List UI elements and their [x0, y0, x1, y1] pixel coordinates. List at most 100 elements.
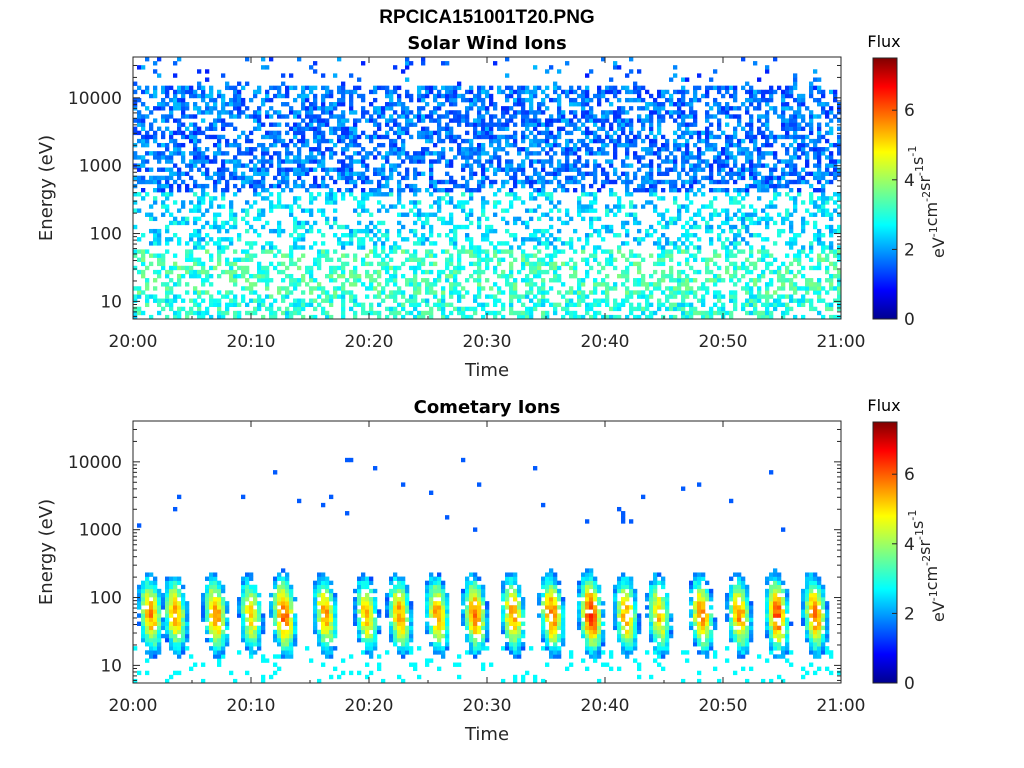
heat-cell: [141, 163, 146, 168]
heat-cell: [305, 122, 310, 127]
heat-cell: [617, 126, 622, 131]
heat-cell: [441, 302, 446, 308]
heat-cell: [293, 278, 298, 283]
heat-cell: [437, 126, 442, 131]
heat-cell: [825, 147, 830, 152]
heat-cell: [261, 188, 266, 193]
heat-cell: [429, 286, 434, 291]
heat-cell: [265, 188, 270, 193]
heat-cell: [141, 261, 146, 267]
heat-cell: [441, 269, 446, 275]
heat-cell: [769, 200, 774, 205]
heat-cell: [285, 273, 290, 279]
heat-cell: [685, 286, 690, 291]
heat-cell: [801, 102, 806, 107]
heat-cell: [221, 269, 226, 275]
heat-cell: [261, 102, 266, 107]
heat-cell: [421, 134, 426, 140]
heat-cell: [789, 237, 794, 242]
heat-cell: [289, 106, 294, 111]
heat-cell: [493, 102, 498, 107]
heat-cell: [821, 175, 826, 181]
heat-cell: [677, 89, 682, 95]
heat-cell: [761, 114, 766, 119]
heat-cell: [785, 208, 790, 213]
heat-cell: [533, 294, 538, 299]
heat-cell: [309, 228, 314, 234]
heat-cell: [557, 278, 562, 283]
heat-cell: [437, 204, 442, 209]
heat-cell: [185, 249, 190, 254]
heat-cell: [669, 151, 674, 156]
heat-cell: [769, 171, 774, 177]
heat-cell: [133, 151, 138, 156]
heat-cell: [157, 273, 162, 279]
heat-cell: [341, 89, 346, 95]
heat-cell: [589, 208, 594, 213]
heat-cell: [465, 89, 470, 95]
heat-cell: [781, 126, 786, 131]
heat-cell: [549, 302, 554, 308]
heat-cell: [793, 273, 798, 279]
heat-cell: [285, 179, 290, 185]
heat-cell: [609, 110, 614, 115]
heat-cell: [469, 142, 474, 148]
heat-cell: [817, 204, 822, 209]
heat-cell: [749, 89, 754, 95]
heat-cell: [201, 261, 206, 267]
heat-cell: [341, 241, 346, 246]
heat-cell: [645, 188, 650, 193]
heat-cell: [777, 175, 782, 181]
heat-cell: [793, 151, 798, 156]
heat-cell: [701, 310, 706, 316]
heat-cell: [217, 237, 222, 242]
heat-cell: [545, 237, 550, 242]
heat-cell: [485, 93, 490, 99]
heat-cell: [341, 163, 346, 168]
heat-cell: [805, 179, 810, 185]
heat-cell: [393, 85, 398, 91]
heat-cell: [809, 200, 814, 205]
heat-cell: [217, 134, 222, 140]
heat-cell: [509, 200, 514, 205]
heat-cell: [485, 89, 490, 95]
heat-cell: [149, 314, 154, 320]
heat-cell: [189, 269, 194, 275]
heat-cell: [145, 302, 150, 308]
heat-cell: [749, 138, 754, 144]
heat-cell: [653, 282, 658, 287]
heat-cell: [793, 147, 798, 152]
heat-cell: [605, 257, 610, 262]
heat-cell: [653, 102, 658, 107]
heat-cell: [813, 175, 818, 181]
heat-cell: [677, 106, 682, 111]
heat-cell: [521, 106, 526, 111]
heat-cell: [341, 167, 346, 172]
heat-cell: [817, 114, 822, 119]
heat-cell: [437, 106, 442, 111]
heat-cell: [805, 298, 810, 303]
heat-cell: [825, 278, 830, 283]
heat-cell: [361, 61, 366, 66]
heat-cell: [621, 302, 626, 308]
heat-cell: [733, 93, 738, 99]
heat-cell: [393, 138, 398, 144]
heat-cell: [657, 237, 662, 242]
heat-cell: [261, 314, 266, 320]
heat-cell: [301, 93, 306, 99]
heat-cell: [385, 175, 390, 181]
heat-cell: [573, 151, 578, 156]
heat-cell: [837, 118, 842, 123]
heat-cell: [689, 110, 694, 115]
heat-cell: [457, 204, 462, 209]
heat-cell: [225, 142, 230, 148]
heat-cell: [645, 163, 650, 168]
heat-cell: [441, 85, 446, 91]
heat-cell: [565, 298, 570, 303]
heat-cell: [185, 85, 190, 91]
heat-cell: [625, 151, 630, 156]
heat-cell: [769, 253, 774, 258]
heat-cell: [381, 257, 386, 262]
heat-cell: [533, 237, 538, 242]
heat-cell: [581, 290, 586, 295]
